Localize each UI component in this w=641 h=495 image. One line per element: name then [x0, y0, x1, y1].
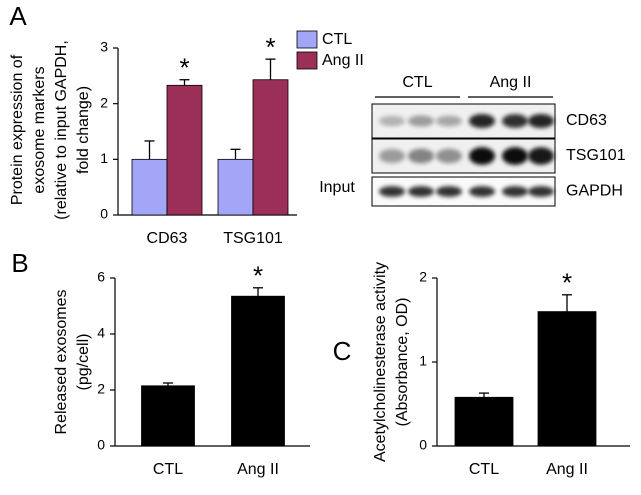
blot-row-label: GAPDH: [566, 183, 623, 200]
y-axis-label: (pg/cell): [75, 334, 92, 391]
significance-marker: *: [265, 32, 275, 62]
y-tick-label: 4: [97, 325, 105, 341]
y-axis-label: (Absorbance, OD): [394, 298, 411, 427]
x-tick-label: Ang II: [546, 461, 588, 478]
blot-row-label: TSG101: [566, 147, 626, 164]
blot-band: [469, 186, 495, 197]
blot-band: [528, 186, 554, 197]
bar: [454, 396, 514, 447]
blot-band: [528, 147, 554, 165]
blot-band: [469, 147, 495, 165]
blot-band: [469, 113, 495, 129]
x-tick-label: CD63: [147, 230, 188, 247]
y-tick-label: 2: [97, 381, 105, 397]
y-tick-label: 1: [100, 150, 108, 166]
blot-band: [502, 147, 528, 165]
y-axis-label: exosome markers: [31, 66, 48, 193]
blot-band: [379, 186, 405, 197]
blot-row-label: CD63: [566, 112, 607, 129]
blot-band: [379, 115, 405, 127]
y-axis-label: (relative to input GAPDH,: [53, 40, 70, 220]
blot-group-label: CTL: [402, 74, 432, 91]
significance-marker: *: [562, 268, 572, 298]
blot-band: [408, 148, 434, 164]
y-tick-label: 6: [97, 269, 105, 285]
blot-band: [408, 115, 434, 127]
blot-band: [379, 148, 405, 164]
y-tick-label: 0: [419, 437, 427, 453]
significance-marker: *: [253, 261, 263, 291]
panel-label: A: [9, 1, 27, 31]
y-tick-label: 3: [100, 39, 108, 55]
blot-band: [436, 115, 462, 127]
bar: [252, 79, 289, 216]
bar: [537, 311, 597, 447]
x-tick-label: TSG101: [223, 230, 283, 247]
bar: [217, 158, 254, 216]
bar: [231, 295, 285, 447]
blot-band: [436, 186, 462, 197]
bar: [131, 158, 168, 216]
y-tick-label: 1: [419, 353, 427, 369]
legend-swatch: [296, 51, 318, 70]
y-axis-label: Protein expression of: [9, 54, 26, 205]
blot-band: [502, 114, 528, 128]
y-axis-label: Acetylcholinesterase activity: [372, 262, 389, 462]
blot-band: [502, 186, 528, 197]
legend-label: CTL: [322, 31, 352, 48]
legend-label: Ang II: [322, 52, 364, 69]
y-tick-label: 2: [100, 94, 108, 110]
y-tick-label: 0: [97, 437, 105, 453]
x-tick-label: CTL: [469, 461, 499, 478]
bar: [141, 385, 195, 447]
panel-label: B: [11, 248, 28, 278]
blot-band: [528, 113, 554, 129]
significance-marker: *: [179, 53, 189, 83]
panel-label: C: [333, 336, 352, 366]
legend-swatch: [296, 30, 318, 49]
blot-group-label: Ang II: [490, 74, 532, 91]
y-tick-label: 2: [419, 269, 427, 285]
y-axis-label: Released exosomes: [53, 290, 70, 435]
y-axis-label: fold change): [75, 86, 92, 174]
x-tick-label: Ang II: [237, 461, 279, 478]
bar: [166, 84, 203, 216]
x-tick-label: CTL: [153, 461, 183, 478]
blot-band: [408, 186, 434, 197]
y-tick-label: 0: [100, 206, 108, 222]
blot-band: [436, 148, 462, 164]
blot-input-label: Input: [319, 179, 355, 196]
